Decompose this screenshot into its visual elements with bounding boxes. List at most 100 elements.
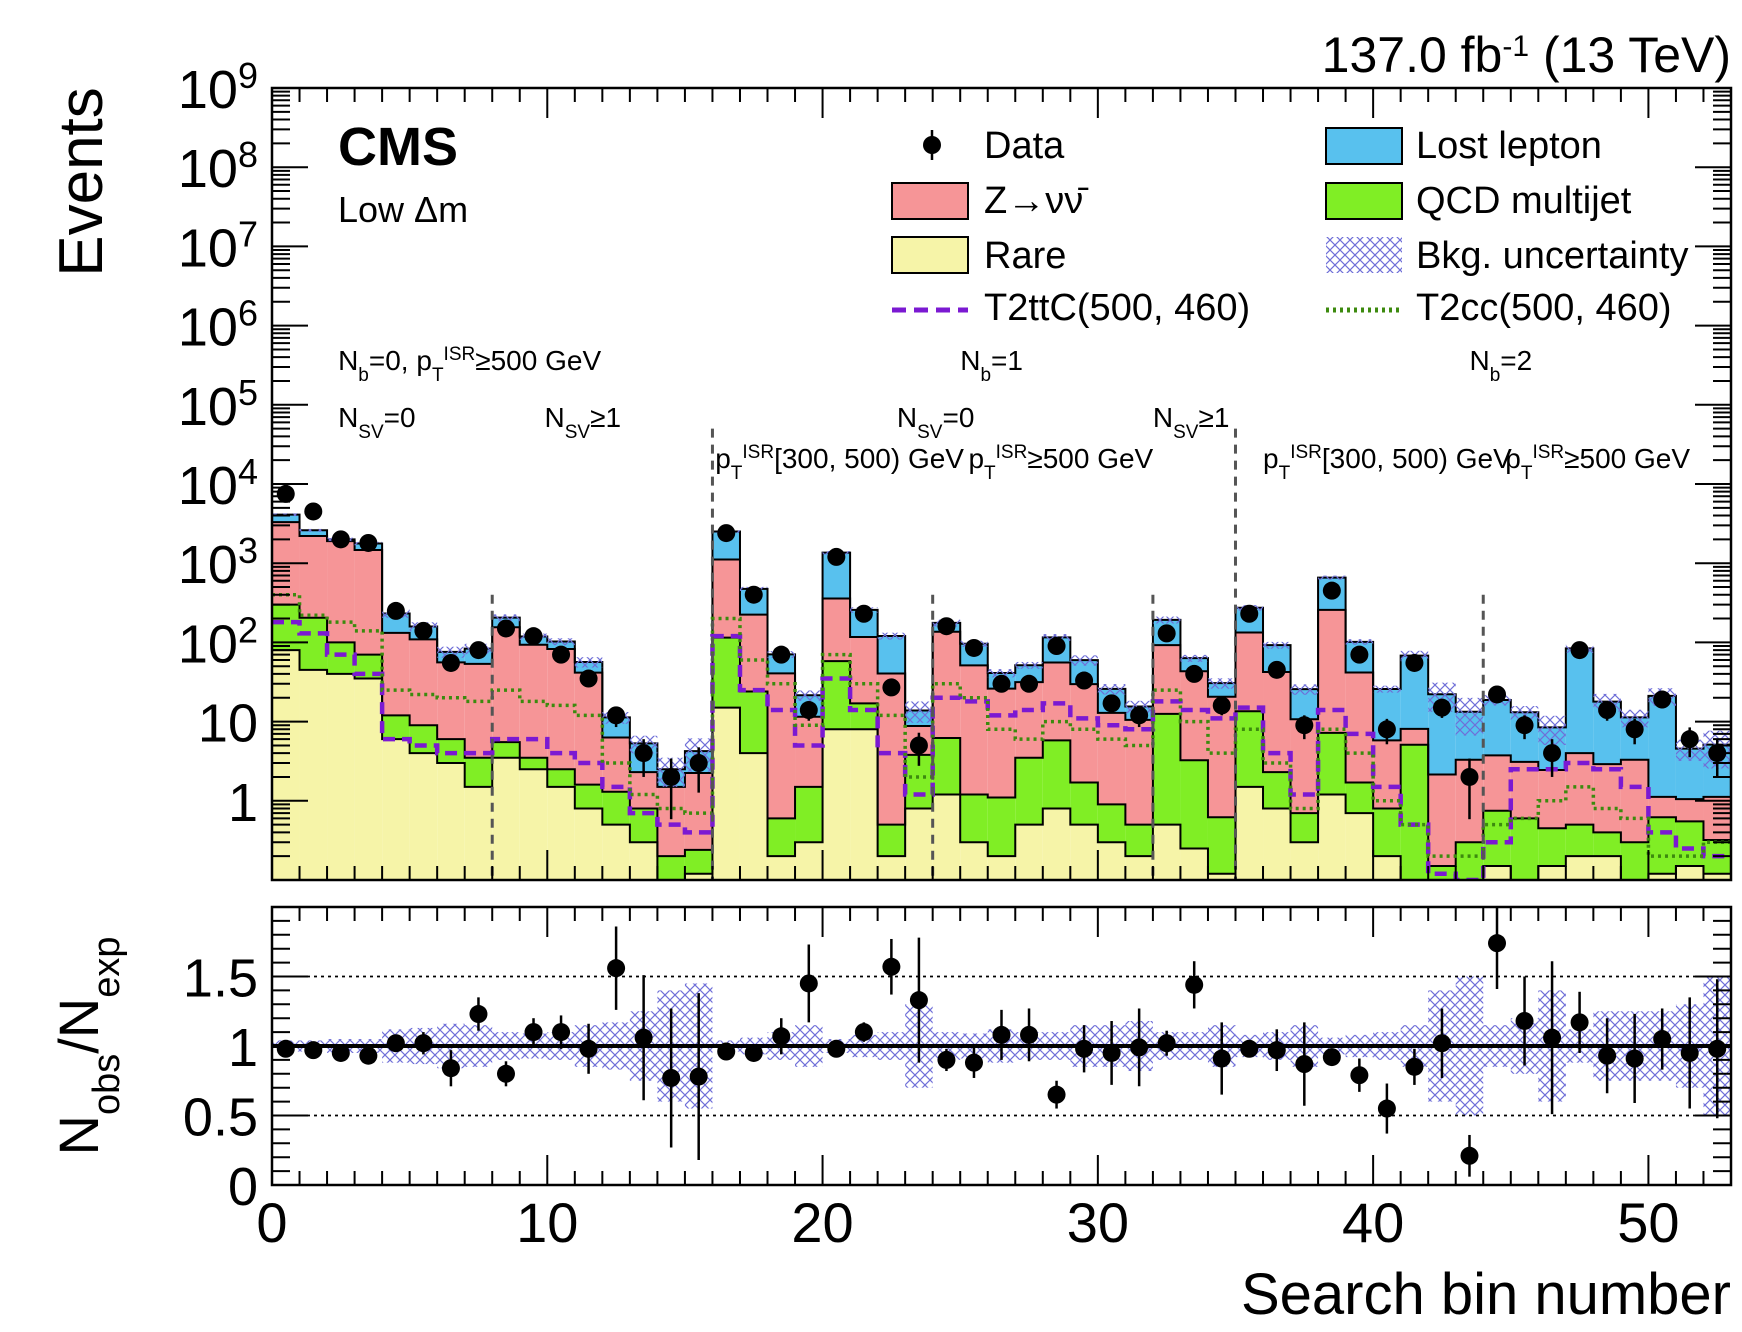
y-tick-label: 107: [178, 213, 258, 279]
qcd-bar: [1675, 821, 1704, 867]
ratio-point: [1322, 1048, 1341, 1067]
rare-bar: [1703, 873, 1731, 880]
data-point: [1212, 696, 1231, 715]
znunu-bar: [1180, 671, 1208, 761]
ratio-point: [1185, 975, 1204, 994]
znunu-bar: [1400, 728, 1429, 745]
data-point: [1625, 720, 1644, 739]
data-point: [937, 617, 956, 636]
qcd-bar: [1400, 744, 1429, 880]
data-point: [689, 754, 708, 773]
main-plot-area: [272, 484, 1731, 880]
uncertainty-band: [1180, 654, 1208, 662]
region-label: pTISR[300, 500) GeV: [715, 442, 964, 484]
rare-bar: [464, 786, 493, 880]
znunu-bar: [464, 663, 493, 758]
znunu-bar: [1125, 719, 1153, 825]
ratio-point: [1708, 1039, 1727, 1058]
ratio-point: [1130, 1038, 1149, 1057]
data-point: [276, 484, 295, 503]
ratio-point: [1570, 1013, 1589, 1032]
data-point: [1515, 716, 1534, 735]
rare-bar: [519, 769, 548, 880]
rare-bar: [327, 673, 355, 880]
legend-t2cc-label: T2cc(500, 460): [1416, 287, 1672, 329]
data-point: [1653, 690, 1672, 709]
rare-bar: [932, 794, 961, 880]
ratio-point: [717, 1042, 736, 1061]
data-point: [827, 547, 846, 566]
ratio-point: [964, 1053, 983, 1072]
qcd-bar: [1235, 711, 1264, 787]
qcd-bar: [547, 769, 575, 787]
rare-bar: [767, 856, 796, 880]
ratio-y-axis-title: Nobs/Nexp: [47, 936, 128, 1155]
rare-outline: [272, 649, 1731, 880]
rare-bar: [987, 856, 1016, 880]
x-axis: 0 10 20 30 40 50: [256, 907, 1732, 1254]
rare-bar: [850, 729, 878, 880]
region-label: Nb=0, pTISR≥500 GeV: [338, 344, 601, 386]
znunu-bar: [1235, 632, 1264, 712]
znunu-bar: [547, 649, 575, 770]
uncertainty-band: [877, 632, 906, 640]
znunu-bar: [354, 549, 383, 655]
znunu-bar: [1483, 755, 1511, 811]
legend-znunu-swatch: [891, 182, 969, 220]
lost-lepton-bar: [1015, 665, 1043, 683]
y-axis-title: Events: [47, 87, 116, 277]
data-point: [1075, 671, 1094, 690]
rare-bar: [1263, 808, 1291, 880]
qcd-bar: [1483, 810, 1511, 867]
region-label: NSV=0: [897, 402, 975, 443]
qcd-bar: [464, 757, 493, 787]
rare-bar: [1097, 842, 1126, 880]
ratio-point: [1212, 1049, 1231, 1068]
ratio-point: [1047, 1085, 1066, 1104]
qcd-bar: [382, 715, 410, 740]
rare-bar: [1675, 866, 1704, 880]
ratio-point: [634, 1028, 653, 1047]
rare-bar: [1648, 873, 1676, 880]
znunu-bar: [1345, 672, 1374, 783]
rare-bar: [1015, 824, 1043, 880]
rare-bar: [1345, 813, 1374, 880]
legend-data: Data: [923, 125, 1065, 167]
data-point: [552, 645, 571, 664]
legend-rare: Rare: [891, 235, 1066, 277]
ratio-point: [772, 1027, 791, 1046]
legend-znunu: Z→νν̄: [891, 180, 1089, 222]
x-tick-label: 50: [1617, 1191, 1679, 1254]
ratio-point: [689, 1067, 708, 1086]
ratio-plot-area: [272, 907, 1731, 1177]
znunu-bar: [795, 716, 823, 787]
rare-bar: [299, 669, 328, 880]
uncertainty-band: [795, 690, 823, 701]
legend-data-label: Data: [984, 125, 1065, 167]
lost-lepton-bar: [272, 514, 300, 523]
qcd-bar: [1207, 817, 1236, 874]
rare-bar: [1070, 824, 1098, 880]
uncertainty-band: [1015, 661, 1043, 669]
znunu-bar: [382, 632, 410, 716]
uncertainty-band: [299, 528, 328, 532]
x-axis-title: Search bin number: [1241, 1262, 1731, 1327]
data-point: [662, 767, 681, 786]
uncertainty-band: [987, 669, 1016, 678]
qcd-bar: [657, 856, 685, 880]
data-point: [1047, 637, 1066, 656]
qcd-bar: [492, 742, 520, 758]
legend-qcd: QCD multijet: [1325, 180, 1632, 222]
uncertainty-band: [547, 638, 575, 646]
rare-bar: [684, 873, 713, 880]
rare-bar: [1290, 842, 1319, 880]
data-point: [1460, 767, 1479, 786]
ratio-point: [331, 1043, 350, 1062]
rare-bar: [1483, 866, 1511, 880]
ratio-point: [414, 1034, 433, 1053]
lost-lepton-bar: [1565, 648, 1594, 754]
qcd-bar: [1373, 808, 1401, 857]
ratio-point: [937, 1050, 956, 1069]
ratio-point: [799, 974, 818, 993]
ratio-tick-label: 1: [228, 1018, 258, 1078]
